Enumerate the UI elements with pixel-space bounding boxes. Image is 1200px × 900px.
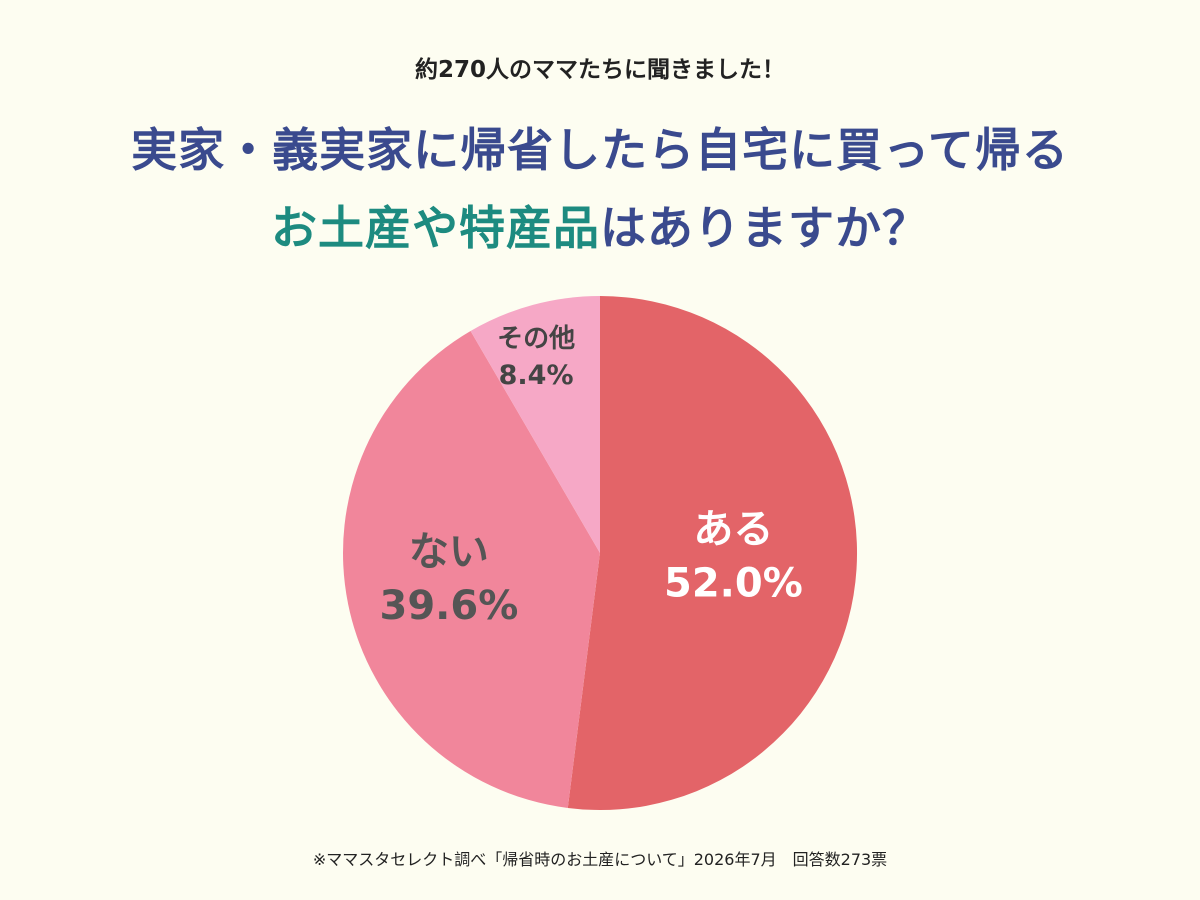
- pie-slice-1: [343, 330, 600, 808]
- pie-slice-2: [470, 296, 600, 553]
- slice-label-0: ある: [693, 506, 773, 552]
- chart-title-line2: お土産や特産品はありますか？: [0, 198, 1200, 258]
- survey-subtitle: 約270人のママたちに聞きました！: [414, 57, 785, 83]
- chart-title-line1: 実家・義実家に帰省したら自宅に買って帰る: [131, 123, 1069, 177]
- source-footnote: ※ママスタセレクト調べ「帰省時のお土産について」2026年7月 回答数273票: [312, 850, 888, 869]
- slice-value-1: 39.6%: [380, 583, 519, 629]
- pie-slice-0: [567, 296, 858, 810]
- title-rest: はありますか？: [600, 201, 929, 255]
- slice-value-2: 8.4%: [499, 360, 574, 391]
- slice-label-2: その他: [497, 324, 575, 354]
- slice-label-1: ない: [409, 529, 489, 575]
- slice-value-0: 52.0%: [664, 560, 803, 606]
- title-highlight: お土産や特産品: [271, 201, 600, 255]
